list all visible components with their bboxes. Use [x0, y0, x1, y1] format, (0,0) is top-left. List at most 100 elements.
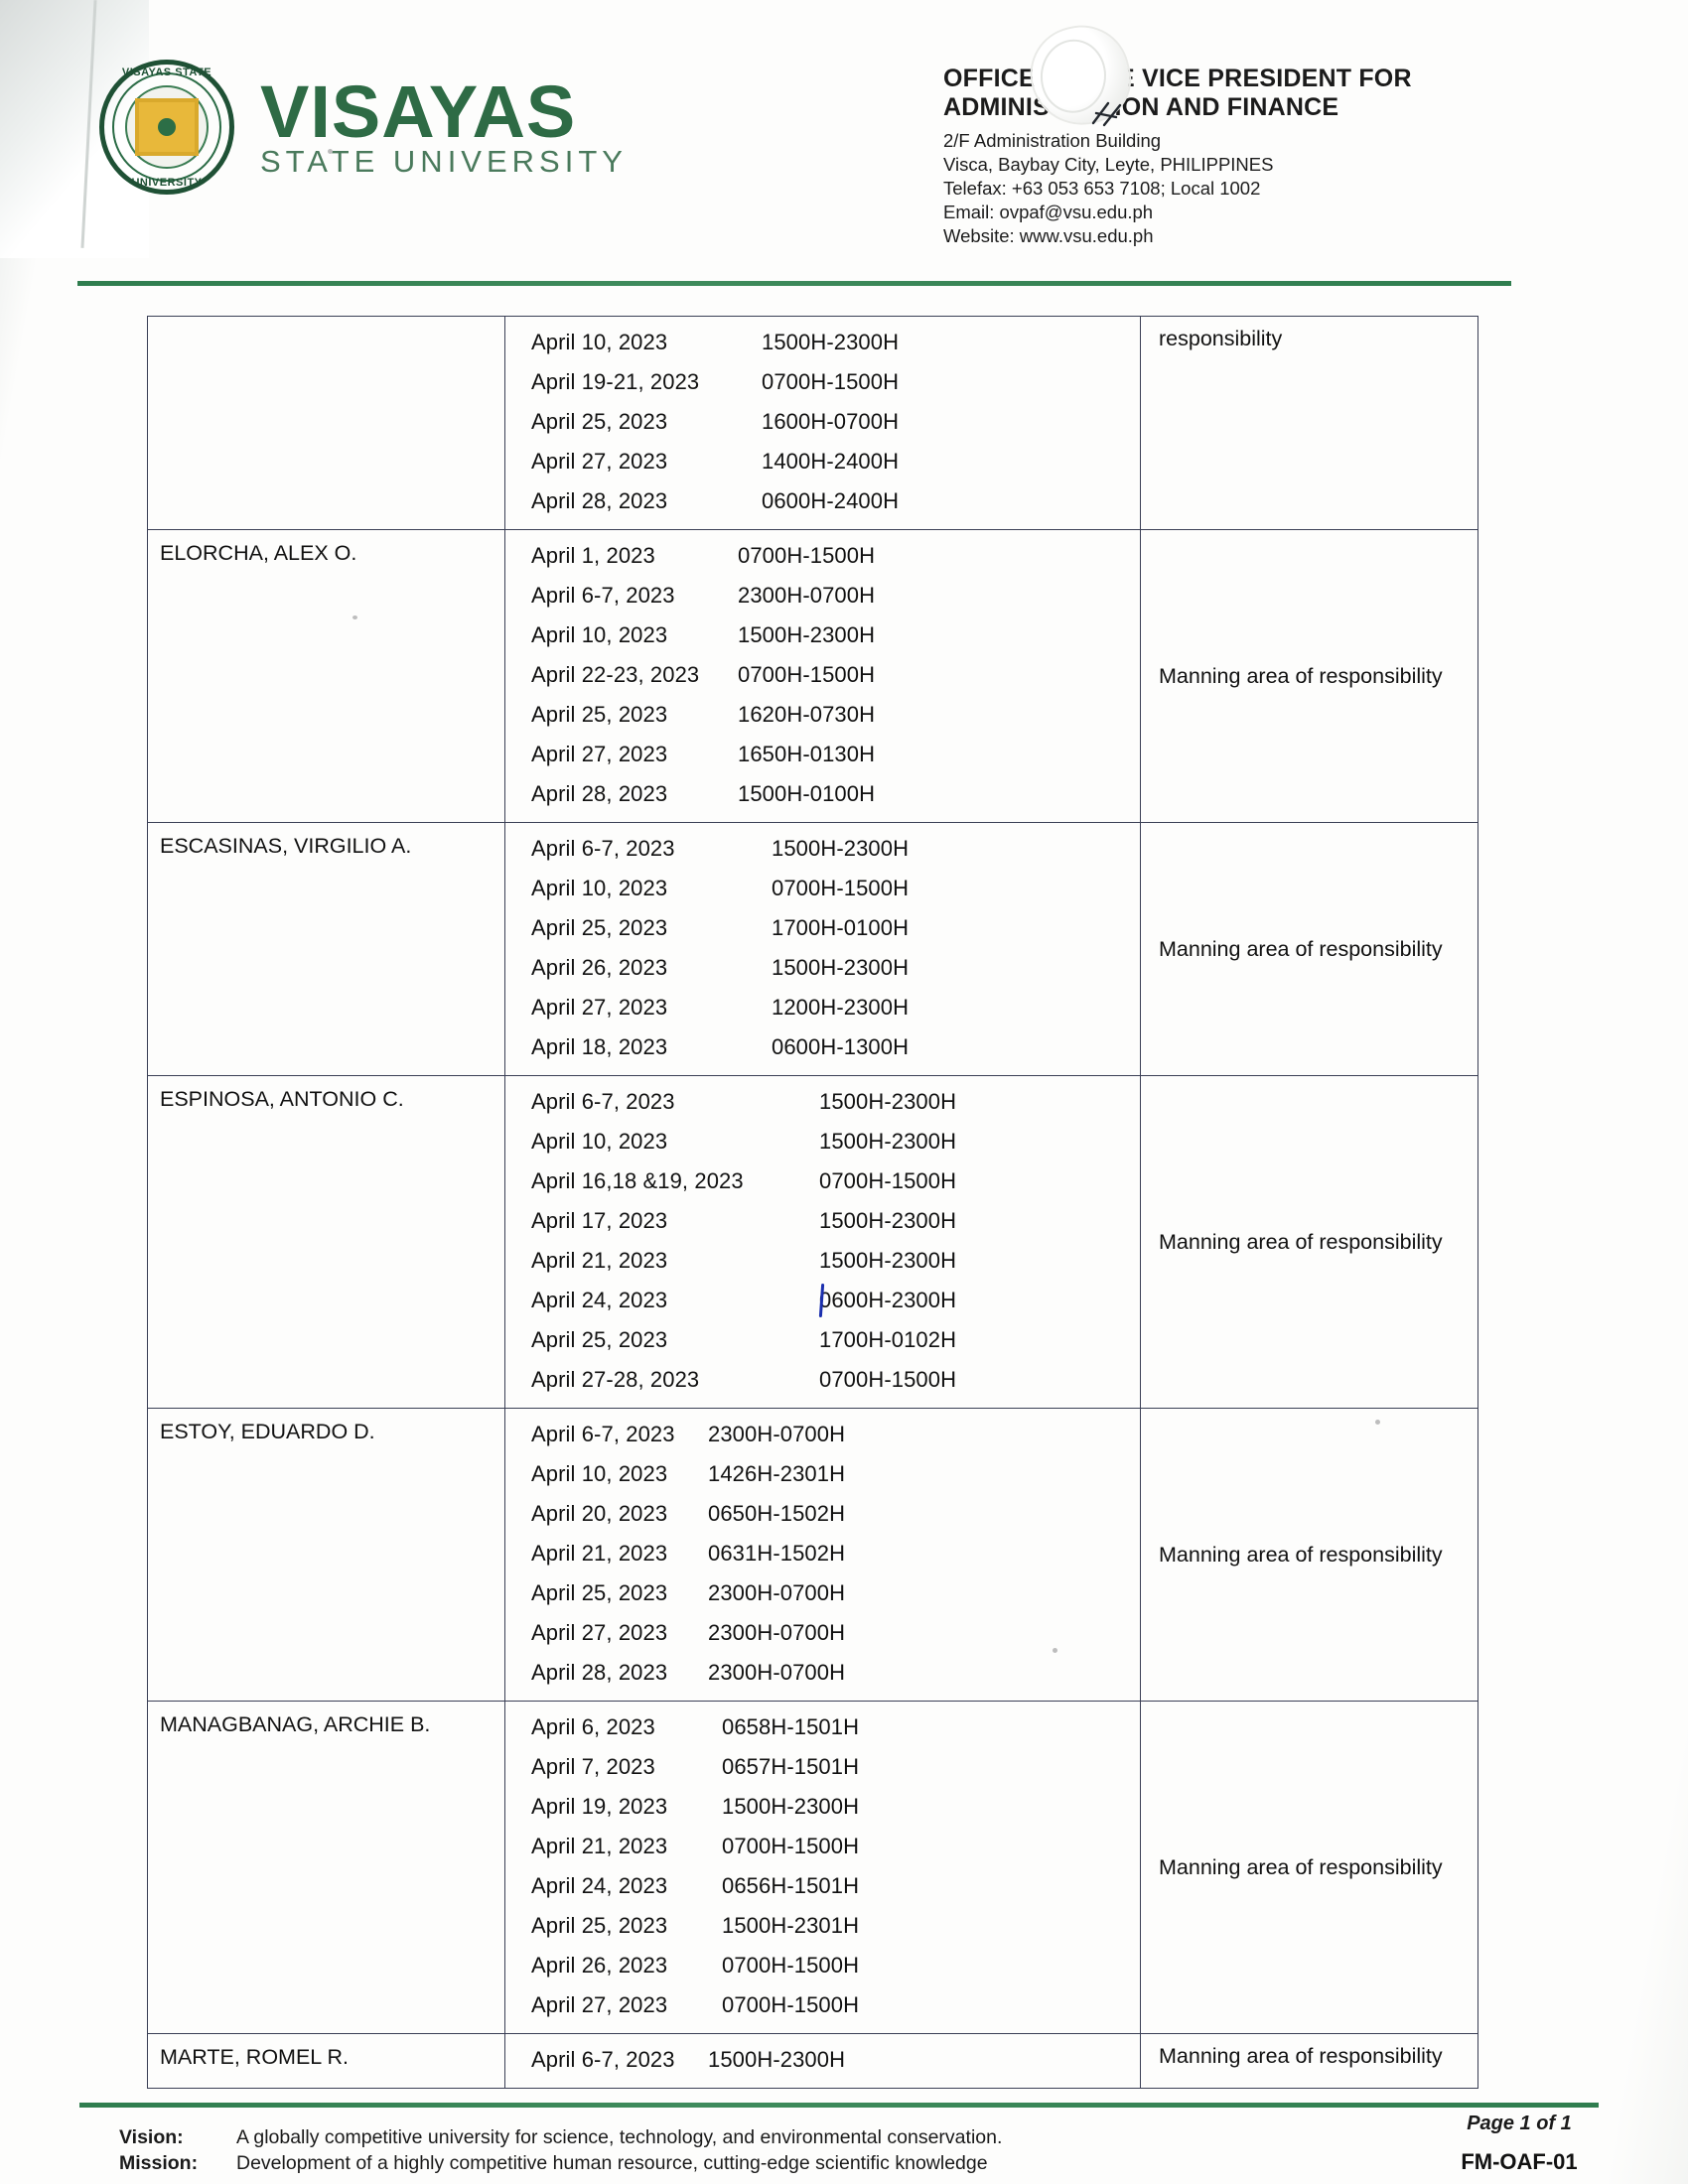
duty-schedule-table-container: April 10, 2023 1500H-2300H April 19-21, 20… — [147, 316, 1478, 2089]
duty-time: 1426H-2301H — [708, 1461, 846, 1486]
remarks-text: Manning area of responsibility — [1159, 663, 1443, 688]
duty-entry: April 6-7, 2023 1500H-2300H — [505, 829, 1140, 869]
duty-entries-cell: April 6, 2023 0658H-1501H April 7, 2023 065… — [504, 1701, 1141, 2034]
duty-time: 0700H-1500H — [738, 662, 876, 687]
duty-date: April 6-7, 2023 — [531, 2047, 675, 2072]
duty-schedule-table-body: April 10, 2023 1500H-2300H April 19-21, 20… — [147, 316, 1478, 2089]
duty-entry: April 25, 2023 1700H-0100H — [505, 908, 1140, 948]
table-row: ESCASINAS, VIRGILIO A. April 6-7, 2023 150… — [147, 822, 1478, 1076]
duty-entries-cell: April 6-7, 2023 2300H-0700H April 10, 2023… — [504, 1408, 1141, 1702]
wordmark-main: VISAYAS — [260, 69, 577, 153]
employee-name: MARTE, ROMEL R. — [160, 2045, 349, 2069]
duty-time: 0658H-1501H — [722, 1714, 860, 1739]
duty-time: 1500H-2300H — [819, 1089, 957, 1114]
duty-date: April 28, 2023 — [531, 1660, 668, 1685]
duty-time: 0700H-1500H — [819, 1367, 957, 1392]
university-branding: VISAYAS STATE UNIVERSITY VISAYAS STATE U… — [99, 60, 632, 195]
remarks-cell: responsibility — [1140, 316, 1478, 530]
remarks-text: Manning area of responsibility — [1159, 1854, 1443, 1879]
remarks-text: Manning area of responsibility — [1159, 936, 1443, 961]
duty-entry: April 24, 2023 0656H-1501H — [505, 1866, 1140, 1906]
duty-date: April 21, 2023 — [531, 1834, 668, 1858]
employee-name-cell: ELORCHA, ALEX O. — [147, 529, 505, 823]
duty-date: April 24, 2023 — [531, 1288, 668, 1312]
duty-time: 0657H-1501H — [722, 1754, 860, 1779]
duty-entry: April 6-7, 2023 2300H-0700H — [505, 576, 1140, 615]
duty-entry: April 27-28, 2023 0700H-1500H — [505, 1360, 1140, 1400]
duty-time: 0700H-1500H — [722, 1992, 860, 2017]
duty-entry: April 10, 2023 1500H-2300H — [505, 1122, 1140, 1161]
duty-date: April 25, 2023 — [531, 1913, 668, 1938]
duty-entry: April 27, 2023 1200H-2300H — [505, 988, 1140, 1027]
duty-entry: April 25, 2023 2300H-0700H — [505, 1573, 1140, 1613]
duty-entry: April 19-21, 2023 0700H-1500H — [505, 362, 1140, 402]
duty-entry: April 10, 2023 1426H-2301H — [505, 1454, 1140, 1494]
duty-time: 0700H-1500H — [722, 1953, 860, 1978]
remarks-text: responsibility — [1159, 327, 1283, 350]
seal-top-text: VISAYAS STATE — [121, 67, 212, 78]
remarks-text: Manning area of responsibility — [1159, 2044, 1443, 2068]
duty-date: April 10, 2023 — [531, 330, 668, 354]
employee-name: ESTOY, EDUARDO D. — [160, 1420, 375, 1443]
duty-time: 0700H-1500H — [722, 1834, 860, 1858]
duty-entry: April 21, 2023 1500H-2300H — [505, 1241, 1140, 1281]
duty-entry: April 27, 2023 0700H-1500H — [505, 1985, 1140, 2025]
duty-entry: April 27, 2023 1650H-0130H — [505, 735, 1140, 774]
duty-time: 1500H-2300H — [819, 1208, 957, 1233]
duty-time: 0600H-1300H — [772, 1034, 910, 1059]
duty-entry: April 25, 2023 1620H-0730H — [505, 695, 1140, 735]
form-code: FM-OAF-01 — [1461, 2149, 1578, 2174]
duty-date: April 1, 2023 — [531, 543, 655, 568]
duty-time: 0650H-1502H — [708, 1501, 846, 1526]
duty-entry: April 6-7, 2023 2300H-0700H — [505, 1415, 1140, 1454]
duty-entries-cell: April 6-7, 2023 1500H-2300H — [504, 2033, 1141, 2089]
employee-name-cell — [147, 316, 505, 530]
duty-time: 1500H-2301H — [722, 1913, 860, 1938]
duty-time: 0700H-1500H — [819, 1168, 957, 1193]
duty-entry: April 6, 2023 0658H-1501H — [505, 1707, 1140, 1747]
duty-date: April 16,18 &19, 2023 — [531, 1168, 744, 1193]
duty-entries-cell: April 6-7, 2023 1500H-2300H April 10, 2023… — [504, 1075, 1141, 1409]
remarks-cell: Manning area of responsibility — [1140, 1701, 1478, 2034]
address-line-website: Website: www.vsu.edu.ph — [943, 225, 1154, 247]
duty-time: 1500H-2300H — [772, 836, 910, 861]
duty-time: 1500H-2300H — [819, 1129, 957, 1154]
employee-name-cell: ESPINOSA, ANTONIO C. — [147, 1075, 505, 1409]
duty-time: 1600H-0700H — [762, 409, 900, 434]
table-row: MARTE, ROMEL R. April 6-7, 2023 1500H-2300… — [147, 2033, 1478, 2089]
table-row: April 10, 2023 1500H-2300H April 19-21, 20… — [147, 316, 1478, 530]
duty-time: 1500H-0100H — [738, 781, 876, 806]
header-divider-rule — [77, 281, 1511, 286]
duty-date: April 17, 2023 — [531, 1208, 668, 1233]
duty-entries-cell: April 1, 2023 0700H-1500H April 6-7, 2023 2… — [504, 529, 1141, 823]
duty-time: 1500H-2300H — [708, 2047, 846, 2072]
duty-date: April 26, 2023 — [531, 955, 668, 980]
duty-entry: April 26, 2023 1500H-2300H — [505, 948, 1140, 988]
remarks-cell: Manning area of responsibility — [1140, 2033, 1478, 2089]
duty-date: April 27, 2023 — [531, 995, 668, 1020]
employee-name-cell: ESTOY, EDUARDO D. — [147, 1408, 505, 1702]
duty-date: April 10, 2023 — [531, 1461, 668, 1486]
employee-name: ESCASINAS, VIRGILIO A. — [160, 834, 412, 858]
duty-entry: April 28, 2023 2300H-0700H — [505, 1653, 1140, 1693]
address-line-building: 2/F Administration Building — [943, 130, 1162, 151]
remarks-cell: Manning area of responsibility — [1140, 1075, 1478, 1409]
duty-time: 1400H-2400H — [762, 449, 900, 474]
duty-date: April 28, 2023 — [531, 781, 668, 806]
duty-time: 1700H-0100H — [772, 915, 910, 940]
duty-date: April 20, 2023 — [531, 1501, 668, 1526]
vision-row: Vision: A globally competitive universit… — [119, 2124, 1291, 2150]
duty-time: 1500H-2300H — [738, 622, 876, 647]
remarks-cell: Manning area of responsibility — [1140, 1408, 1478, 1702]
duty-date: April 6-7, 2023 — [531, 836, 675, 861]
mission-text: Development of a highly competitive huma… — [236, 2152, 988, 2175]
mission-row: Mission: Development of a highly competi… — [119, 2150, 1291, 2176]
duty-date: April 10, 2023 — [531, 1129, 668, 1154]
page-metadata: Page 1 of 1 FM-OAF-01 — [1390, 2113, 1648, 2175]
duty-entry: April 6-7, 2023 1500H-2300H — [505, 1082, 1140, 1122]
seal-bottom-text: UNIVERSITY — [131, 177, 203, 189]
duty-date: April 27, 2023 — [531, 1992, 668, 2017]
duty-date: April 27, 2023 — [531, 449, 668, 474]
duty-time: 1650H-0130H — [738, 742, 876, 766]
employee-name-cell: MARTE, ROMEL R. — [147, 2033, 505, 2089]
